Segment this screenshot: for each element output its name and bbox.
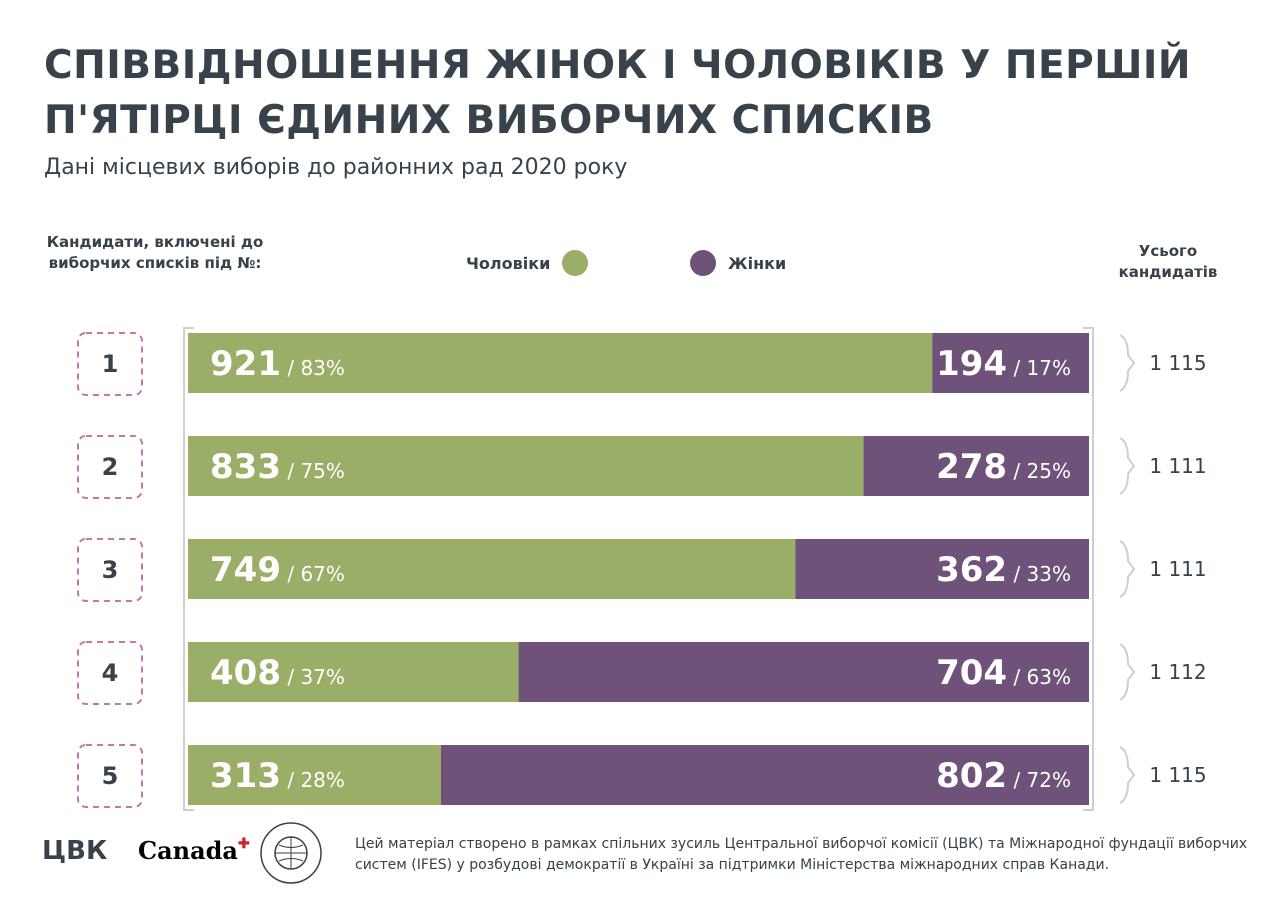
legend-women: Жінки	[690, 250, 786, 276]
total-brace	[1119, 437, 1136, 495]
bar-women-label: 278 / 25%	[936, 447, 1071, 487]
right-axis-line	[1083, 327, 1094, 811]
total-value: 1 111	[1149, 454, 1206, 478]
legend-men-swatch	[562, 250, 589, 276]
page-title: СПІВВІДНОШЕННЯ ЖІНОК І ЧОЛОВІКІВ У ПЕРШІ…	[44, 43, 1192, 143]
bar-women-label: 704 / 63%	[936, 653, 1071, 693]
maple-leaf-icon: ✚	[237, 836, 250, 852]
bar-men-label: 408 / 37%	[210, 653, 345, 693]
bar-men	[188, 333, 933, 393]
bar-women-label: 194 / 17%	[936, 344, 1071, 384]
bar-women	[795, 539, 1089, 599]
cvk-logo: ЦВК	[42, 836, 108, 866]
bar-women	[518, 642, 1089, 702]
total-brace	[1119, 334, 1136, 392]
row-number: 3	[102, 556, 119, 584]
total-value: 1 115	[1149, 351, 1206, 375]
row-number-box	[77, 332, 143, 396]
row-number: 5	[102, 762, 119, 790]
row-number: 4	[102, 659, 119, 687]
row-number-box	[77, 744, 143, 808]
canada-logo: Canada✚	[138, 836, 250, 865]
bar-men	[188, 745, 441, 805]
page-subtitle: Дані місцевих виборів до районних рад 20…	[44, 155, 628, 180]
legend-women-swatch	[690, 250, 716, 276]
bar-men-label: 313 / 28%	[210, 756, 345, 796]
total-brace	[1119, 643, 1136, 701]
bar-men	[188, 539, 796, 599]
legend-men: Чоловіки	[466, 250, 589, 276]
bar-women	[863, 436, 1089, 496]
bar-men-label: 833 / 75%	[210, 447, 345, 487]
total-candidates-label: Усього кандидатів	[1118, 242, 1218, 281]
bar-men	[188, 642, 519, 702]
bar-men-label: 749 / 67%	[210, 550, 345, 590]
bar-women	[932, 333, 1089, 393]
bar-men	[188, 436, 864, 496]
left-axis-line	[183, 327, 194, 811]
canada-logo-text: Canada	[138, 836, 238, 865]
row-number-box	[77, 538, 143, 602]
row-number-box	[77, 435, 143, 499]
row-number: 1	[102, 350, 119, 378]
total-value: 1 115	[1149, 763, 1206, 787]
ifes-logo	[260, 822, 322, 884]
bar-women	[440, 745, 1089, 805]
total-brace	[1119, 746, 1136, 804]
footer-disclaimer: Цей матеріал створено в рамках спільних …	[355, 836, 1248, 873]
legend-men-label: Чоловіки	[466, 253, 551, 273]
total-value: 1 112	[1149, 660, 1206, 684]
bar-women-label: 802 / 72%	[936, 756, 1071, 796]
total-brace	[1119, 540, 1136, 598]
row-number-box	[77, 641, 143, 705]
bar-women-label: 362 / 33%	[936, 550, 1071, 590]
total-value: 1 111	[1149, 557, 1206, 581]
list-position-label: Кандидати, включені до виборчих списків …	[46, 233, 264, 272]
bar-men-label: 921 / 83%	[210, 344, 345, 384]
row-number: 2	[102, 453, 119, 481]
legend-women-label: Жінки	[728, 253, 787, 273]
